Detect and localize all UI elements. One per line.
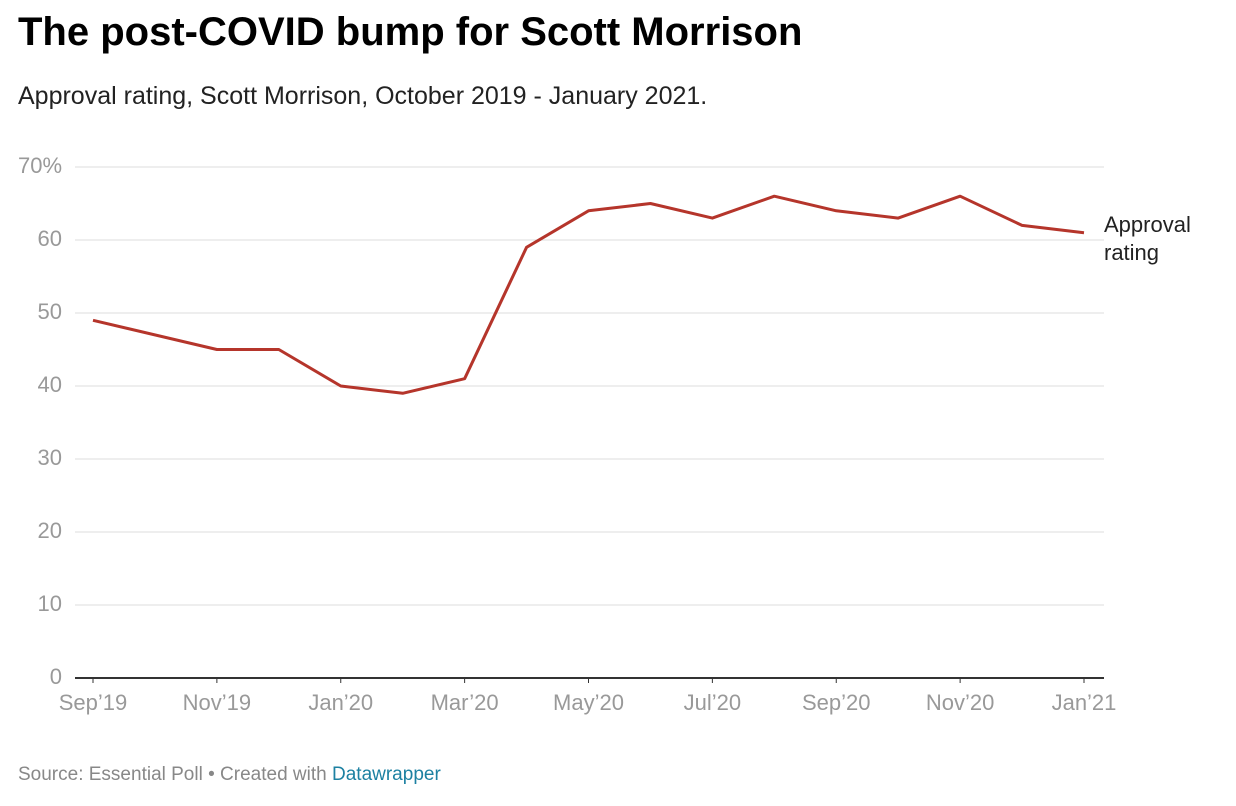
y-tick-label: 10	[38, 591, 62, 616]
y-tick-label: 70%	[18, 153, 62, 178]
y-tick-label: 40	[38, 372, 62, 397]
chart-title: The post-COVID bump for Scott Morrison	[18, 10, 803, 54]
x-tick-label: Sep’19	[59, 690, 128, 715]
chart-subtitle: Approval rating, Scott Morrison, October…	[18, 82, 708, 110]
credit-link[interactable]: Datawrapper	[332, 764, 441, 785]
footer: Source: Essential Poll • Created with Da…	[18, 764, 441, 786]
source: Source: Essential Poll	[18, 764, 203, 785]
credit: Created with	[220, 764, 327, 785]
y-tick-label: 0	[50, 664, 62, 689]
x-tick-label: Mar’20	[431, 690, 499, 715]
x-tick-label: Nov’19	[183, 690, 251, 715]
separator: •	[208, 764, 215, 785]
y-tick-label: 50	[38, 299, 62, 324]
series-label: Approval rating	[1104, 211, 1191, 265]
x-tick-label: Nov’20	[926, 690, 994, 715]
x-tick-label: Sep’20	[802, 690, 871, 715]
x-tick-label: Jul’20	[684, 690, 741, 715]
y-tick-label: 20	[38, 518, 62, 543]
y-tick-label: 30	[38, 445, 62, 470]
x-tick-label: Jan’21	[1052, 690, 1117, 715]
y-tick-label: 60	[38, 226, 62, 251]
x-tick-label: May’20	[553, 690, 624, 715]
line	[92, 194, 1085, 395]
x-tick-label: Jan’20	[308, 690, 373, 715]
